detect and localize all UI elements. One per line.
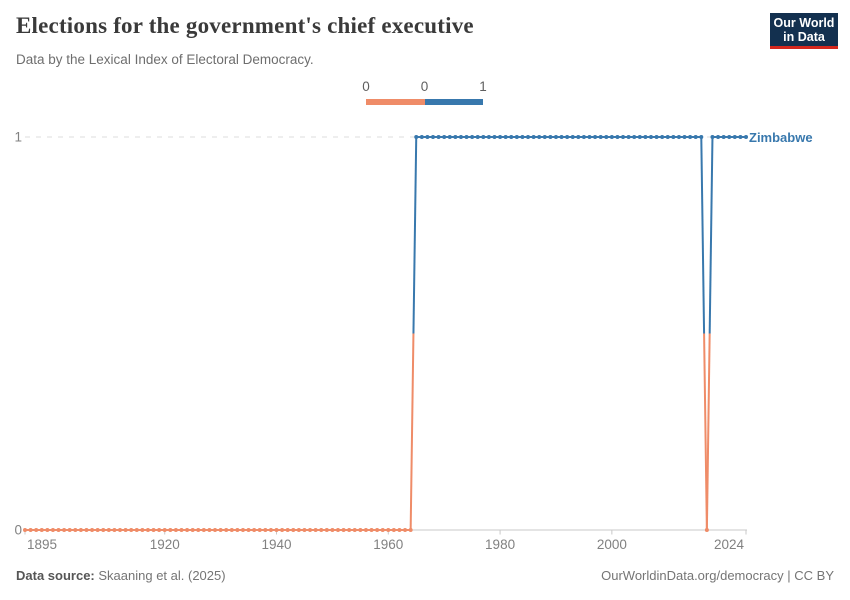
svg-text:1980: 1980: [485, 537, 515, 552]
svg-text:2000: 2000: [597, 537, 627, 552]
svg-text:2024: 2024: [714, 537, 745, 552]
legend-bin-value-1[interactable]: [424, 99, 483, 105]
data-source-value: Skaaning et al. (2025): [98, 568, 226, 583]
data-source-text: Data source: Skaaning et al. (2025): [16, 568, 226, 583]
license-credit-link[interactable]: OurWorldinData.org/democracy | CC BY: [601, 568, 834, 583]
owid-logo-line1: Our World: [773, 15, 835, 30]
legend-label-0-mid: 0: [420, 79, 429, 94]
svg-text:1940: 1940: [261, 537, 291, 552]
page-title: Elections for the government's chief exe…: [16, 13, 474, 38]
svg-text:1960: 1960: [373, 537, 403, 552]
binary-color-legend: 0 0 1: [362, 79, 487, 106]
svg-text:1920: 1920: [150, 537, 180, 552]
svg-text:1895: 1895: [27, 537, 57, 552]
legend-bin-value-0[interactable]: [366, 99, 425, 105]
owid-logo-line2: in Data: [783, 29, 825, 44]
legend-color-bins: [366, 99, 483, 105]
svg-text:1: 1: [14, 130, 22, 145]
series-label-zimbabwe[interactable]: Zimbabwe: [749, 130, 813, 145]
owid-logo[interactable]: Our World in Data: [770, 13, 838, 49]
legend-label-1-right: 1: [479, 79, 487, 94]
svg-text:0: 0: [14, 523, 22, 538]
chart-subtitle: Data by the Lexical Index of Electoral D…: [16, 52, 314, 67]
legend-label-0-left: 0: [362, 79, 370, 94]
data-source-label: Data source:: [16, 568, 95, 583]
